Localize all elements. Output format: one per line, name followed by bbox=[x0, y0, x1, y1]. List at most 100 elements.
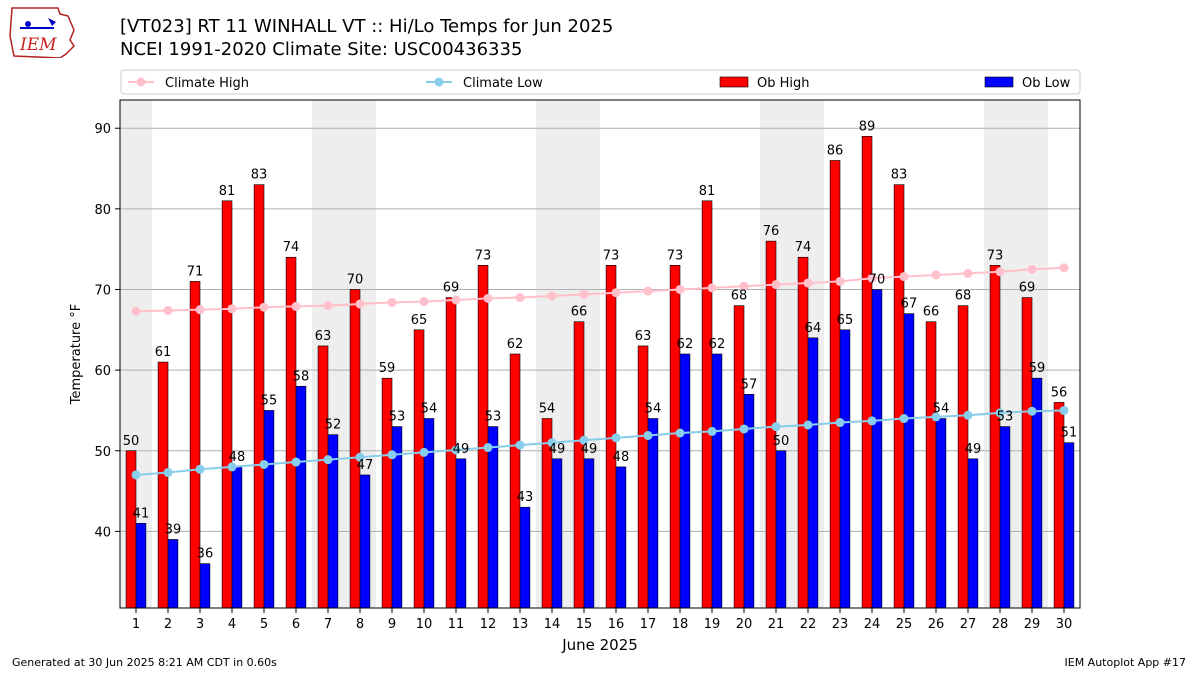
climate-low-point bbox=[899, 414, 909, 424]
climate-low-point bbox=[771, 422, 781, 432]
plot-frame bbox=[119, 99, 1081, 609]
x-tick-label: 18 bbox=[672, 617, 689, 632]
x-tick-label: 3 bbox=[196, 617, 204, 632]
x-tick-label: 8 bbox=[356, 617, 364, 632]
ob-low-value-label: 41 bbox=[133, 506, 150, 521]
legend-box bbox=[120, 69, 1081, 95]
ob-low-bar bbox=[647, 418, 659, 609]
ob-high-value-label: 65 bbox=[411, 313, 428, 328]
x-tick-label: 11 bbox=[448, 617, 465, 632]
climate-high-point bbox=[835, 276, 845, 286]
climate-low-point bbox=[803, 420, 813, 430]
chart-title: [VT023] RT 11 WINHALL VT :: Hi/Lo Temps … bbox=[120, 16, 614, 37]
ob-high-value-label: 66 bbox=[571, 305, 588, 320]
x-tick-label: 10 bbox=[416, 617, 433, 632]
ob-high-value-label: 56 bbox=[1051, 385, 1068, 400]
climate-low-point bbox=[547, 438, 557, 448]
ob-high-bar bbox=[733, 305, 745, 609]
x-tick-label: 19 bbox=[704, 617, 721, 632]
y-tick-label: 90 bbox=[94, 122, 111, 137]
x-tick-label: 20 bbox=[736, 617, 753, 632]
climate-high-point bbox=[259, 302, 269, 312]
climate-high-point bbox=[515, 293, 525, 303]
ob-high-value-label: 62 bbox=[507, 337, 524, 352]
ob-low-bar bbox=[807, 337, 819, 609]
ob-low-value-label: 39 bbox=[165, 522, 182, 537]
y-axis-label: Temperature °F bbox=[69, 304, 84, 405]
ob-low-bar bbox=[615, 466, 627, 609]
y-tick-label: 70 bbox=[94, 283, 111, 298]
x-tick-label: 7 bbox=[324, 617, 332, 632]
ob-high-value-label: 50 bbox=[123, 434, 140, 449]
climate-low-point bbox=[611, 433, 621, 443]
x-tick-label: 2 bbox=[164, 617, 172, 632]
ob-low-bar bbox=[583, 458, 595, 609]
climate-low-point bbox=[355, 452, 365, 462]
x-tick-label: 27 bbox=[960, 617, 977, 632]
ob-high-value-label: 89 bbox=[859, 119, 876, 134]
ob-high-value-label: 66 bbox=[923, 305, 940, 320]
ob-high-value-label: 81 bbox=[699, 184, 716, 199]
climate-high-point bbox=[1059, 263, 1069, 273]
climate-high-point bbox=[163, 305, 173, 315]
climate-low-point bbox=[835, 418, 845, 428]
ob-low-bar bbox=[839, 329, 851, 609]
climate-high-point bbox=[739, 281, 749, 291]
climate-high-point bbox=[611, 288, 621, 298]
climate-low-point bbox=[163, 468, 173, 478]
x-tick-label: 4 bbox=[228, 617, 236, 632]
ob-high-value-label: 86 bbox=[827, 143, 844, 158]
ob-low-bar bbox=[423, 418, 435, 609]
climate-low-point bbox=[291, 457, 301, 467]
ob-high-bar bbox=[221, 200, 233, 609]
ob-low-value-label: 49 bbox=[965, 442, 982, 457]
ob-high-bar bbox=[861, 135, 873, 609]
ob-low-value-label: 53 bbox=[389, 410, 406, 425]
ob-low-value-label: 64 bbox=[805, 321, 822, 336]
ob-high-bar bbox=[573, 321, 585, 609]
y-tick-label: 50 bbox=[94, 445, 111, 460]
ob-low-value-label: 54 bbox=[421, 402, 438, 417]
climate-low-point bbox=[483, 443, 493, 453]
ob-high-bar bbox=[157, 361, 169, 609]
legend-label-climate-low: Climate Low bbox=[463, 76, 543, 91]
ob-high-value-label: 69 bbox=[443, 281, 460, 296]
legend: Climate High Climate Low Ob High Ob Low bbox=[120, 69, 1081, 95]
climate-low-point bbox=[931, 412, 941, 422]
ob-low-bar bbox=[295, 385, 307, 609]
ob-low-value-label: 48 bbox=[229, 450, 246, 465]
bars bbox=[125, 135, 1075, 609]
climate-high-point bbox=[931, 270, 941, 280]
gridlines bbox=[120, 127, 1080, 532]
ob-high-bar bbox=[893, 184, 905, 609]
climate-low-point bbox=[995, 408, 1005, 418]
climate-high-point bbox=[483, 293, 493, 303]
ob-low-bar bbox=[711, 353, 723, 609]
footer-app: IEM Autoplot App #17 bbox=[1064, 656, 1187, 669]
ob-low-bar bbox=[359, 474, 371, 609]
ob-high-bar bbox=[349, 289, 361, 609]
climate-high-point bbox=[675, 284, 685, 294]
ob-high-value-label: 71 bbox=[187, 264, 204, 279]
logo-text: IEM bbox=[19, 35, 57, 55]
ob-high-value-label: 69 bbox=[1019, 281, 1036, 296]
ob-low-value-label: 52 bbox=[325, 418, 342, 433]
x-tick-label: 15 bbox=[576, 617, 593, 632]
ob-low-bar bbox=[135, 523, 147, 609]
ob-low-bar bbox=[935, 418, 947, 609]
climate-high-point bbox=[803, 278, 813, 288]
climate-high-point bbox=[419, 297, 429, 307]
ob-high-bar bbox=[509, 353, 521, 609]
ob-high-value-label: 81 bbox=[219, 184, 236, 199]
ob-low-bar bbox=[999, 426, 1011, 609]
ob-low-value-label: 36 bbox=[197, 547, 214, 562]
ob-high-value-label: 63 bbox=[315, 329, 332, 344]
climate-low-point bbox=[259, 459, 269, 469]
x-tick-label: 12 bbox=[480, 617, 497, 632]
x-tick-label: 23 bbox=[832, 617, 849, 632]
ob-high-bar bbox=[1021, 297, 1033, 609]
ob-low-bar bbox=[679, 353, 691, 609]
ob-high-value-label: 73 bbox=[603, 248, 620, 263]
climate-high-point bbox=[227, 304, 237, 314]
